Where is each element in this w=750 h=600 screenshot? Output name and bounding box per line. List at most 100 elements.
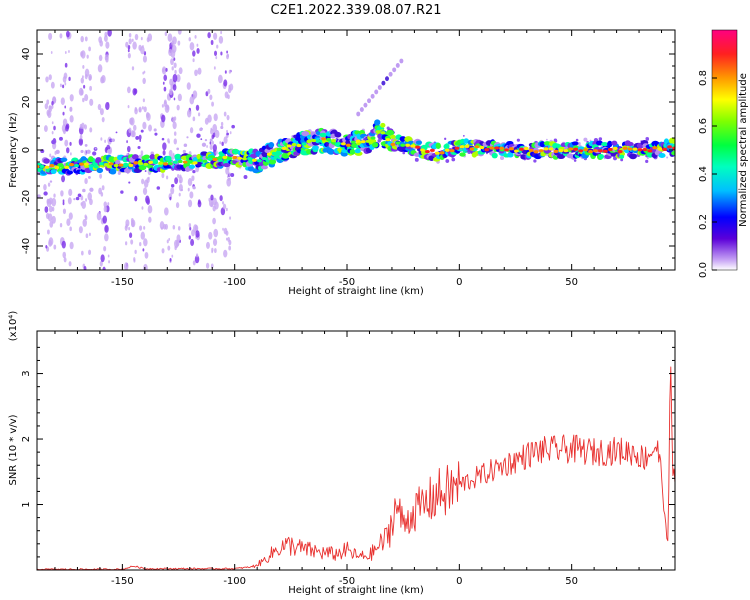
band-cell bbox=[149, 153, 156, 160]
band-core bbox=[123, 162, 129, 167]
streak-cell bbox=[395, 63, 400, 68]
band-core bbox=[533, 150, 539, 154]
noise-speckle bbox=[142, 71, 145, 75]
noise-speckle bbox=[175, 202, 180, 209]
noise-speckle bbox=[196, 48, 200, 54]
noise-speckle bbox=[143, 226, 146, 230]
noise-speckle bbox=[108, 260, 110, 264]
band-core bbox=[266, 152, 272, 156]
noise-speckle bbox=[209, 144, 213, 150]
noise-speckle bbox=[192, 58, 195, 63]
noise-speckle bbox=[105, 41, 110, 49]
band-core bbox=[345, 143, 351, 147]
band-speckle bbox=[49, 180, 53, 183]
band-cell bbox=[188, 164, 196, 169]
band-cell bbox=[404, 136, 413, 143]
y-tick-label: 2 bbox=[21, 436, 32, 442]
noise-speckle bbox=[85, 198, 88, 202]
band-core bbox=[39, 164, 45, 169]
band-cell bbox=[552, 142, 559, 149]
noise-speckle bbox=[83, 266, 87, 270]
band-cell bbox=[43, 158, 50, 164]
noise-speckle bbox=[161, 172, 165, 179]
band-core bbox=[69, 163, 74, 167]
noise-speckle bbox=[83, 124, 88, 130]
band-core bbox=[74, 164, 79, 168]
band-speckle bbox=[220, 125, 224, 130]
noise-speckle bbox=[229, 216, 232, 220]
noise-speckle bbox=[228, 69, 231, 74]
noise-speckle bbox=[69, 226, 72, 232]
band-speckle bbox=[43, 191, 48, 196]
noise-speckle bbox=[212, 144, 217, 152]
noise-speckle bbox=[141, 206, 144, 210]
noise-speckle bbox=[105, 56, 109, 63]
band-core bbox=[118, 163, 124, 167]
noise-speckle bbox=[226, 175, 229, 179]
noise-speckle bbox=[172, 224, 176, 230]
noise-speckle bbox=[68, 76, 71, 82]
noise-speckle bbox=[62, 76, 67, 83]
band-cell bbox=[507, 152, 514, 158]
noise-speckle bbox=[194, 69, 198, 77]
band-core bbox=[370, 136, 376, 140]
noise-speckle bbox=[83, 84, 86, 89]
band-speckle bbox=[144, 170, 147, 172]
colorbar-tick-label: 0.2 bbox=[698, 214, 709, 230]
band-speckle bbox=[94, 147, 97, 150]
band-core bbox=[612, 146, 618, 150]
noise-speckle bbox=[220, 30, 223, 35]
noise-speckle bbox=[166, 239, 169, 244]
band-core bbox=[217, 156, 223, 160]
noise-speckle bbox=[89, 198, 93, 206]
noise-speckle bbox=[216, 44, 219, 49]
noise-speckle bbox=[64, 50, 67, 55]
noise-speckle bbox=[48, 105, 52, 111]
band-cell bbox=[618, 154, 625, 159]
band-speckle bbox=[226, 132, 229, 136]
noise-speckle bbox=[207, 88, 211, 94]
band-cell bbox=[301, 130, 310, 137]
noise-speckle bbox=[224, 70, 227, 74]
band-cell bbox=[601, 141, 608, 147]
band-cell bbox=[174, 153, 182, 160]
band-speckle bbox=[77, 193, 82, 198]
noise-speckle bbox=[146, 112, 151, 121]
noise-speckle bbox=[84, 214, 87, 219]
noise-speckle bbox=[146, 37, 150, 43]
band-core bbox=[425, 149, 430, 154]
band-speckle bbox=[402, 151, 406, 155]
noise-speckle bbox=[127, 104, 130, 109]
band-core bbox=[489, 146, 495, 150]
noise-speckle bbox=[139, 138, 142, 143]
band-core bbox=[380, 131, 386, 135]
band-cell bbox=[327, 148, 335, 155]
band-core bbox=[242, 157, 247, 161]
band-speckle bbox=[414, 157, 419, 162]
noise-speckle bbox=[144, 251, 149, 259]
band-core bbox=[563, 149, 569, 153]
band-core bbox=[632, 147, 638, 151]
band-speckle bbox=[196, 133, 201, 138]
band-core bbox=[647, 149, 653, 153]
band-cell bbox=[415, 140, 423, 145]
band-speckle bbox=[161, 137, 165, 141]
noise-speckle bbox=[192, 260, 196, 266]
noise-speckle bbox=[161, 114, 166, 123]
noise-speckle bbox=[68, 188, 73, 197]
noise-speckle bbox=[84, 177, 88, 185]
band-speckle bbox=[620, 158, 624, 162]
noise-speckle bbox=[192, 90, 198, 99]
noise-speckle bbox=[189, 96, 195, 105]
band-speckle bbox=[192, 186, 196, 190]
noise-speckle bbox=[69, 141, 72, 146]
band-core bbox=[163, 162, 168, 166]
band-speckle bbox=[170, 184, 175, 188]
noise-speckle bbox=[177, 40, 181, 46]
noise-speckle bbox=[164, 223, 168, 230]
band-speckle bbox=[80, 149, 84, 154]
noise-speckle bbox=[103, 201, 108, 208]
band-core bbox=[202, 159, 208, 163]
spectrogram-y-axis-label: Frequency (Hz) bbox=[8, 112, 19, 188]
